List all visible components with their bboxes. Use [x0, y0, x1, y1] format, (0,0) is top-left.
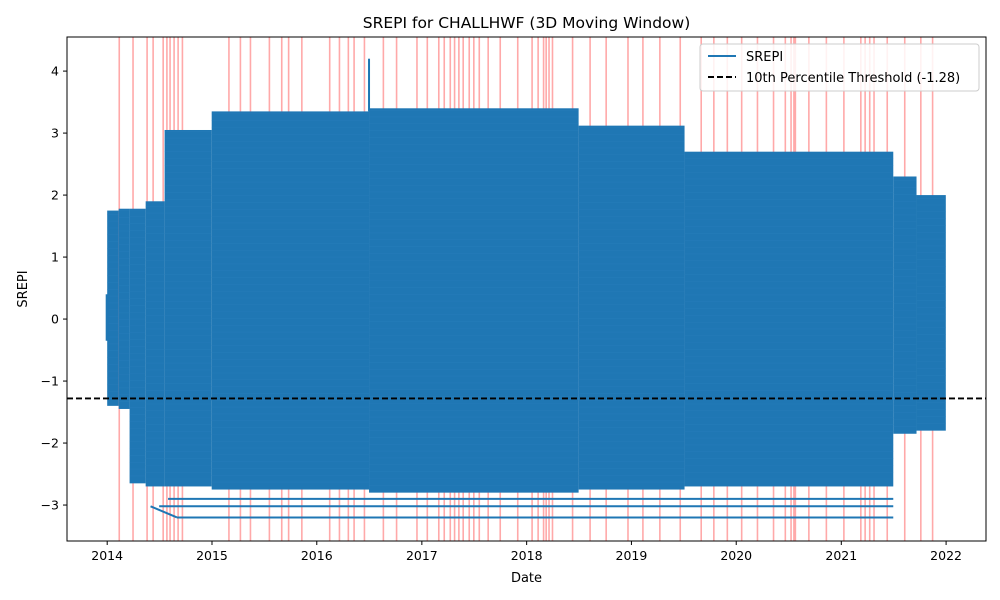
x-tick-label: 2017 [406, 548, 438, 563]
srepi-block [369, 108, 579, 493]
x-tick-label: 2020 [720, 548, 752, 563]
y-tick-label: −2 [41, 436, 59, 451]
x-axis-title: Date [511, 571, 542, 586]
y-tick-label: −1 [41, 374, 59, 389]
y-tick-label: 3 [51, 126, 59, 141]
x-tick-label: 2018 [511, 548, 543, 563]
y-tick-label: −3 [41, 498, 59, 513]
x-tick-label: 2016 [301, 548, 333, 563]
x-tick-label: 2019 [616, 548, 648, 563]
srepi-block [893, 176, 917, 434]
legend: SREPI 10th Percentile Threshold (-1.28) [699, 43, 980, 92]
y-axis-ticks: 4 3 2 1 0 −1 −2 −3 [41, 64, 67, 513]
x-tick-label: 2015 [196, 548, 228, 563]
legend-box [699, 43, 980, 92]
x-tick-label: 2021 [825, 548, 857, 563]
srepi-block [916, 195, 946, 431]
srepi-block [107, 210, 119, 406]
y-tick-label: 2 [51, 188, 59, 203]
y-axis-title: SREPI [16, 270, 31, 307]
y-tick-label: 4 [51, 64, 59, 79]
srepi-block [129, 208, 146, 484]
srepi-low-segment [150, 505, 178, 519]
srepi-block [118, 208, 130, 409]
y-tick-label: 1 [51, 250, 59, 265]
x-axis-ticks: 2014 2015 2016 2017 2018 2019 2020 2021 2022 [91, 541, 962, 563]
srepi-block [578, 125, 685, 490]
y-tick-label: 0 [51, 312, 59, 327]
x-tick-label: 2014 [91, 548, 123, 563]
legend-srepi-label: SREPI [746, 50, 783, 65]
srepi-series-layer [105, 58, 946, 519]
srepi-block [145, 201, 165, 487]
srepi-block [211, 111, 370, 490]
chart-title: SREPI for CHALLHWF (3D Moving Window) [363, 14, 691, 32]
srepi-block [684, 151, 894, 487]
srepi-block [164, 129, 212, 487]
srepi-streaks [107, 109, 946, 486]
legend-threshold-label: 10th Percentile Threshold (-1.28) [746, 71, 960, 86]
x-tick-label: 2022 [930, 548, 962, 563]
